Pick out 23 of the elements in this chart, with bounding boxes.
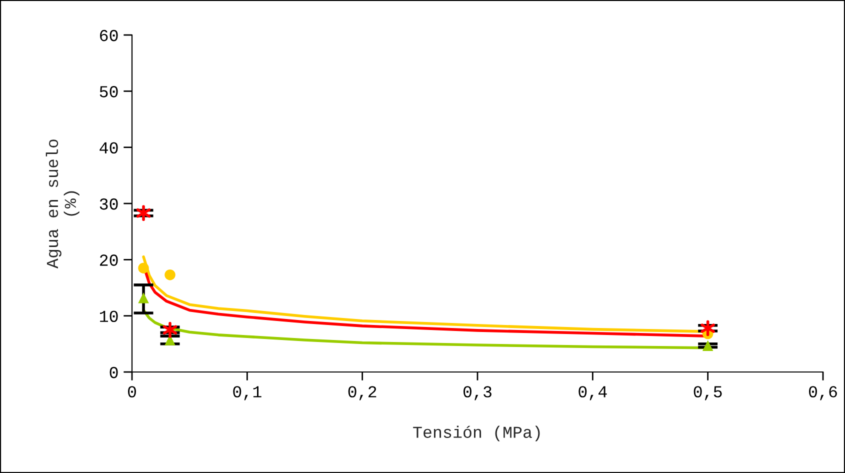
x-tick-label: 0,1 <box>233 386 262 400</box>
y-tick-label: 30 <box>100 198 118 210</box>
point <box>164 269 176 280</box>
y-tick-label: 50 <box>100 86 118 98</box>
y-tick-label: 20 <box>100 254 118 266</box>
y-tick-label: 0 <box>110 366 118 378</box>
x-axis-title: Tensión (MPa) <box>413 426 540 442</box>
x-tick-label: 0,4 <box>578 386 607 400</box>
point <box>702 340 714 351</box>
point <box>138 292 149 304</box>
point <box>700 320 715 336</box>
x-tick-label: 0,6 <box>809 386 837 400</box>
x-tick-label: 0,2 <box>348 386 376 400</box>
point <box>138 262 149 274</box>
x-tick-label: 0,3 <box>464 386 492 400</box>
y-axis-title: Agua en suelo (%) <box>46 140 80 269</box>
y-tick-label: 60 <box>100 30 118 42</box>
x-tick-label: 0,5 <box>694 386 722 400</box>
point <box>136 205 151 222</box>
y-tick-label: 40 <box>100 142 118 154</box>
x-tick-label: 0 <box>128 386 136 398</box>
y-tick-label: 10 <box>100 310 118 322</box>
point <box>162 322 178 338</box>
